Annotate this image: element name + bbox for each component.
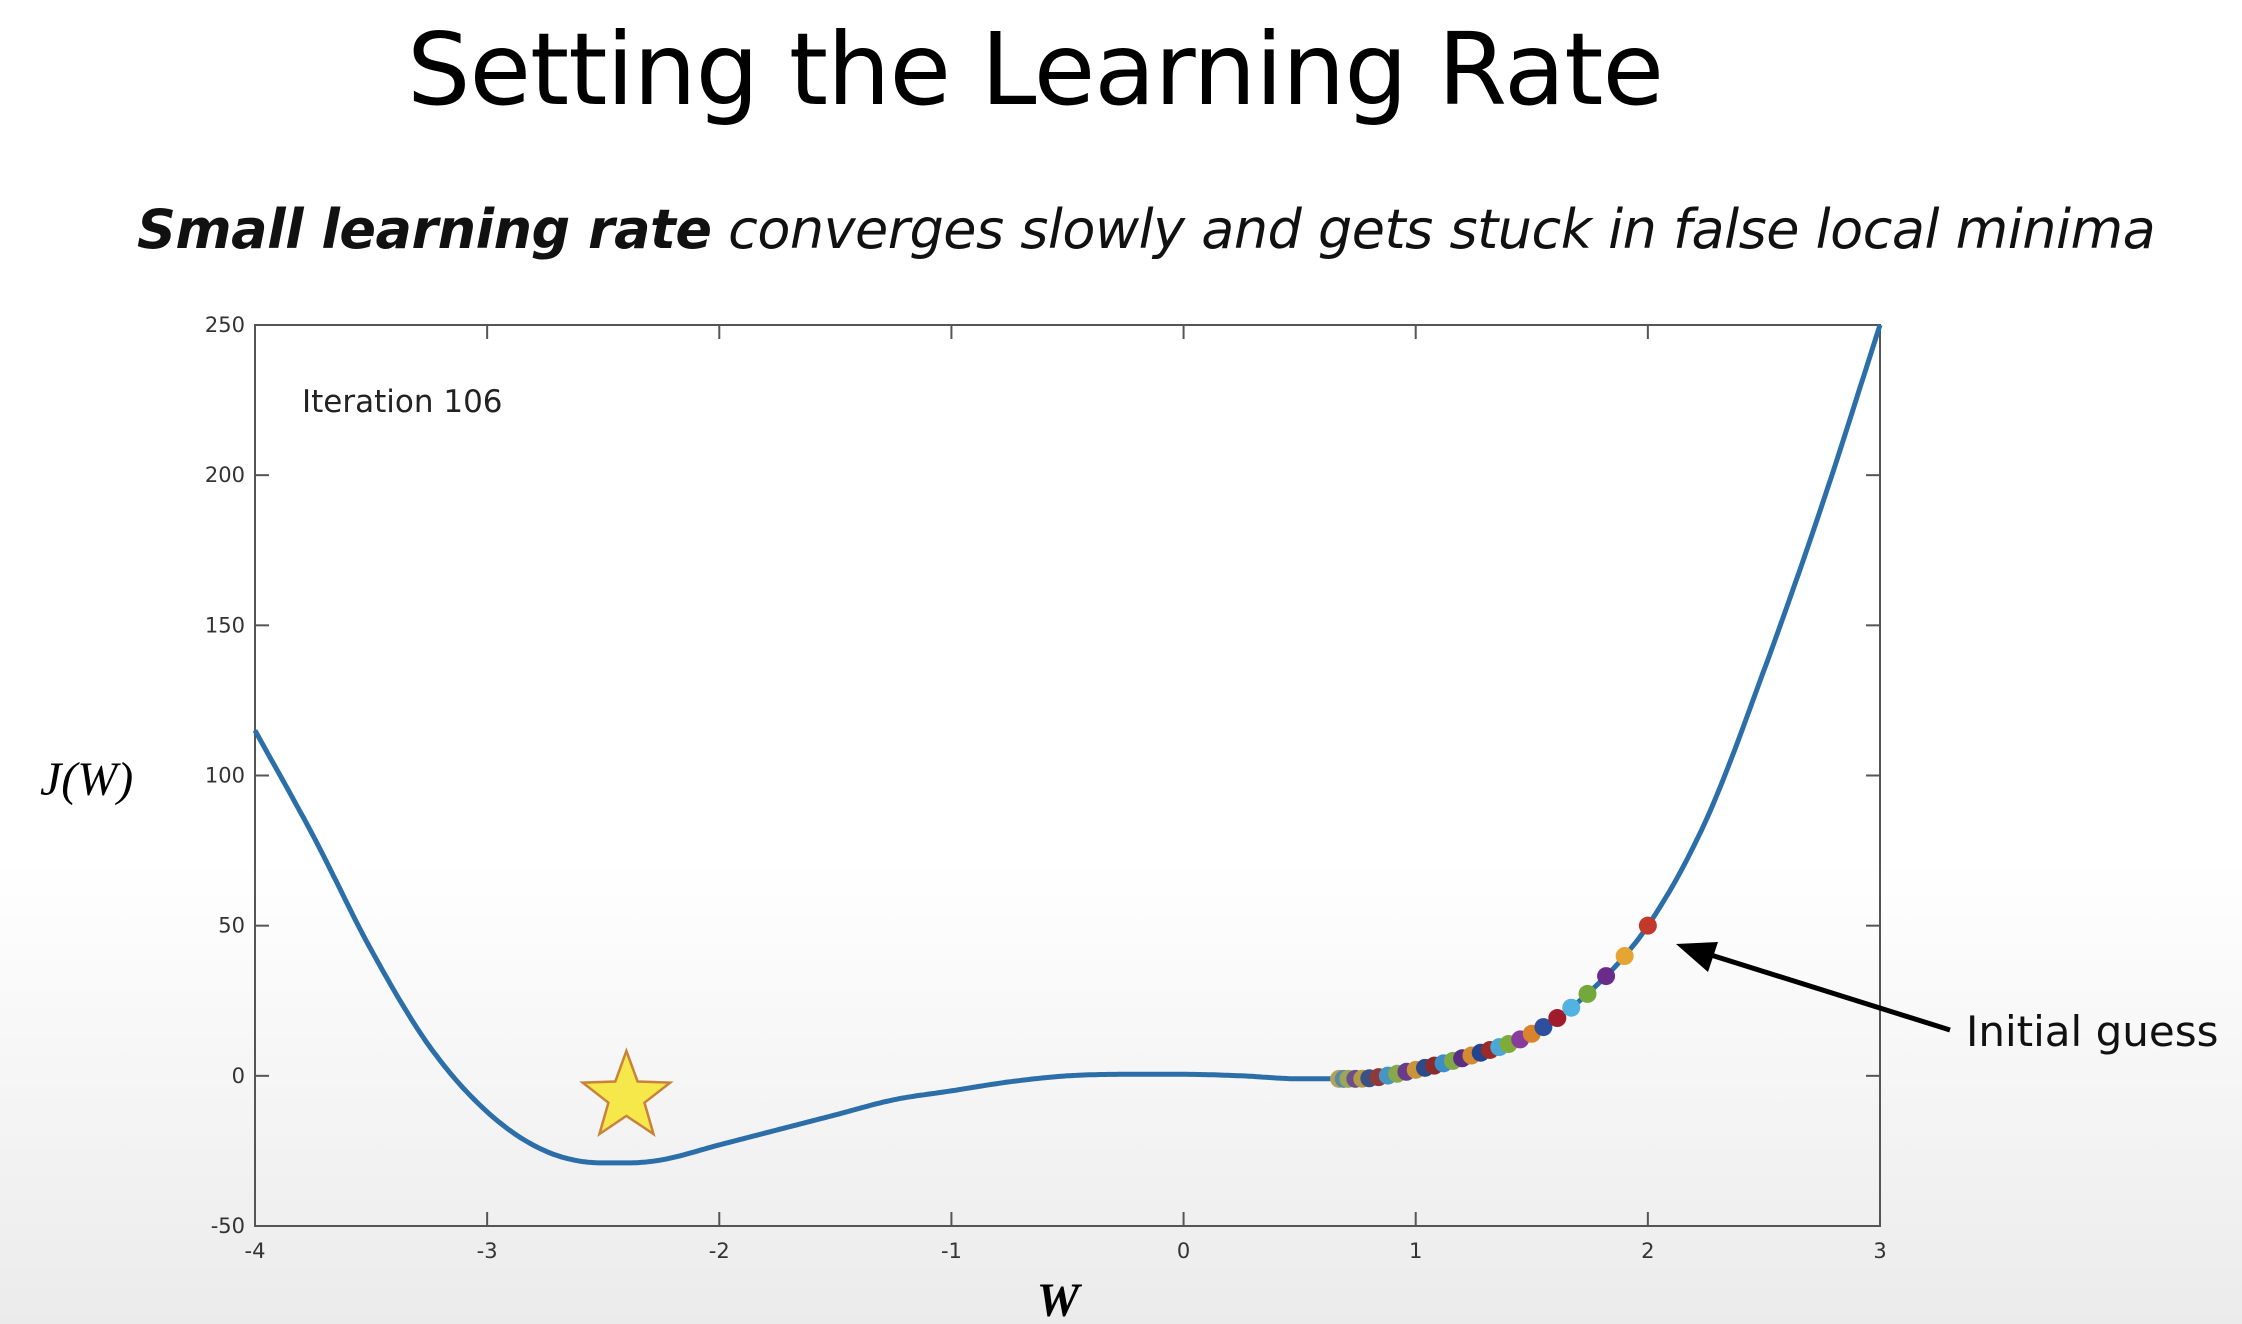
x-tick-label: 0: [1177, 1239, 1190, 1263]
cost-curve: [252, 324, 1883, 1166]
axes-frame: [254, 324, 1881, 1227]
y-tick-label: -50: [211, 1214, 245, 1238]
y-axis-title: J(W): [40, 753, 133, 806]
x-tick-label: -2: [709, 1239, 730, 1263]
iterate-point: [1562, 998, 1581, 1017]
slide-subtitle: Small learning rate converges slowly and…: [137, 195, 2156, 265]
x-tick-label: -4: [245, 1239, 266, 1263]
x-tick-label: 2: [1641, 1239, 1654, 1263]
x-tick-label: -1: [941, 1239, 962, 1263]
subtitle-rest: converges slowly and gets stuck in false…: [711, 198, 2156, 261]
global-minimum-star: [579, 1047, 674, 1138]
iterate-point: [1638, 916, 1657, 935]
iterate-point: [1578, 984, 1597, 1003]
subtitle-emphasis: Small learning rate: [137, 198, 712, 261]
star-layer: [579, 1047, 674, 1138]
y-tick-label: 100: [205, 764, 245, 788]
initial-guess-label: Initial guess: [1966, 1007, 2218, 1056]
iterate-point: [1597, 967, 1616, 986]
y-tick-label: 250: [205, 313, 245, 337]
initial-guess-callout: Initial guess: [1676, 942, 2218, 1056]
plot-frame: [254, 324, 1881, 1227]
ticks-layer: -4 -3 -2 -1 0 1 2 3 -50 0 50 100 150 200 250: [205, 313, 1887, 1263]
x-tick-label: 3: [1873, 1239, 1886, 1263]
y-tick-label: 150: [205, 613, 245, 637]
slide-title: Setting the Learning Rate: [407, 11, 1664, 128]
x-axis-title: W: [1037, 1274, 1083, 1324]
iteration-label: Iteration 106: [302, 384, 503, 420]
x-tick-label: 1: [1409, 1239, 1422, 1263]
x-tick-label: -3: [477, 1239, 498, 1263]
iterate-point: [1615, 947, 1634, 966]
y-tick-label: 50: [218, 914, 245, 938]
callout-arrow-head: [1676, 942, 1718, 972]
callout-arrow-line: [1694, 947, 1951, 1033]
curve-layer: [252, 324, 1883, 1166]
y-tick-label: 0: [232, 1064, 245, 1088]
iterate-point: [1548, 1009, 1567, 1028]
iterates-layer: [1330, 916, 1657, 1088]
y-tick-label: 200: [205, 463, 245, 487]
iterate-point: [1534, 1018, 1553, 1037]
